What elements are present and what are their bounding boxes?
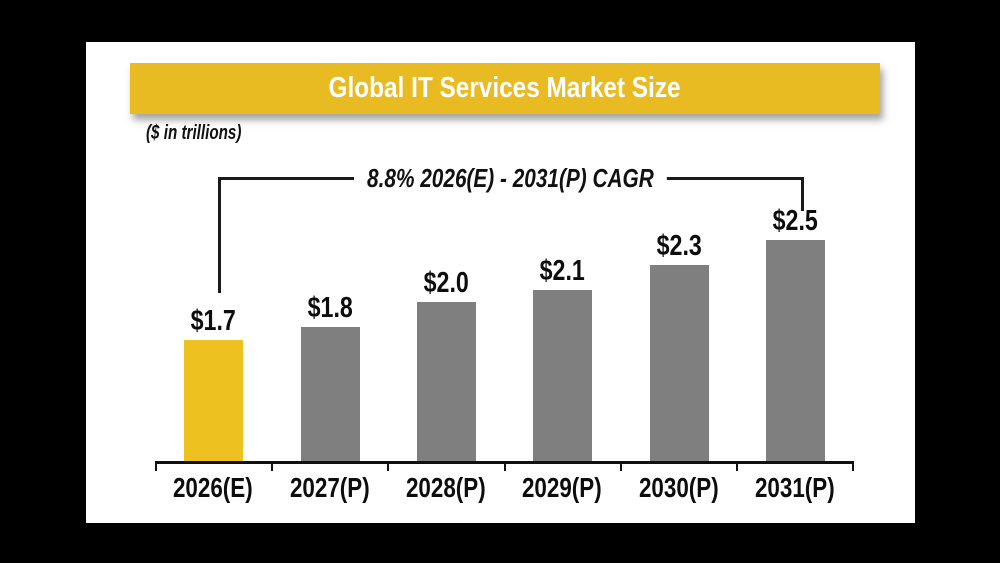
category-label: 2029(P): [522, 472, 602, 503]
value-label: $2.0: [423, 267, 469, 299]
cagr-bracket-left: [218, 177, 221, 293]
bar-column: $2.0: [388, 269, 504, 461]
category-label: 2027(P): [290, 472, 370, 503]
cagr-line-right: [666, 176, 803, 180]
axis-tick: [155, 461, 157, 471]
bar-column: $1.8: [272, 294, 388, 461]
category-label: 2031(P): [755, 472, 835, 503]
cagr-line-left: [218, 176, 355, 180]
category-label: 2026(E): [173, 472, 253, 503]
category-label: 2028(P): [406, 472, 486, 503]
units-note: ($ in trillions): [146, 122, 242, 144]
value-label: $1.8: [307, 292, 353, 324]
bar-column: $2.1: [504, 257, 620, 461]
bar-2030: [649, 265, 709, 461]
content-panel: Global IT Services Market Size ($ in tri…: [86, 42, 915, 523]
axis-tick: [387, 461, 389, 471]
bar-2031: [765, 240, 825, 461]
page-title: Global IT Services Market Size: [328, 72, 682, 104]
bar-2028: [416, 302, 476, 461]
value-label: $2.5: [772, 205, 818, 237]
cagr-annotation: 8.8% 2026(E) - 2031(P) CAGR: [218, 163, 803, 193]
bar-column: $2.5: [737, 207, 853, 461]
cagr-bracket-right: [801, 177, 804, 211]
axis-tick: [736, 461, 738, 471]
axis-tick: [852, 461, 854, 471]
axis-tick: [504, 461, 506, 471]
bar-column: $1.7: [155, 307, 271, 461]
bar-2029: [532, 290, 592, 461]
value-label: $2.3: [656, 230, 702, 262]
cagr-label: 8.8% 2026(E) - 2031(P) CAGR: [367, 163, 654, 193]
title-banner: Global IT Services Market Size: [130, 63, 880, 114]
value-label: $1.7: [190, 305, 236, 337]
axis-tick: [620, 461, 622, 471]
bar-2026: [183, 340, 243, 461]
axis-tick: [271, 461, 273, 471]
bar-column: $2.3: [621, 232, 737, 461]
bar-2027: [300, 327, 360, 461]
category-label: 2030(P): [639, 472, 719, 503]
value-label: $2.1: [539, 255, 585, 287]
